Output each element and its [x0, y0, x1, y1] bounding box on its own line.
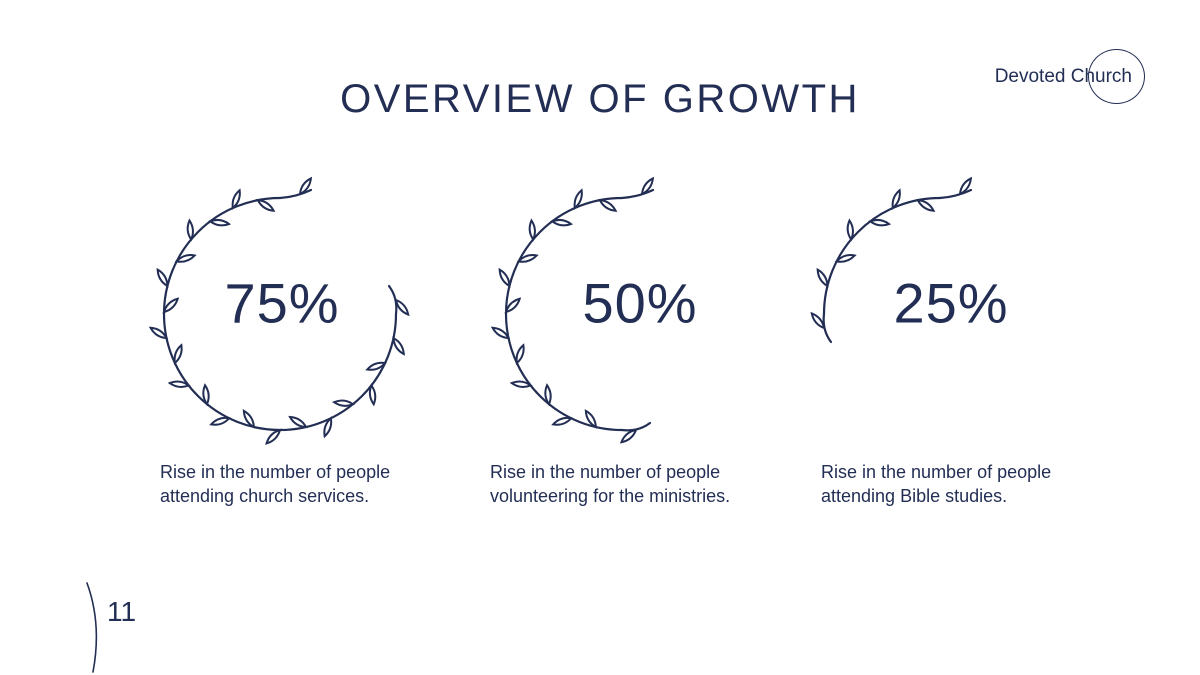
laurel-wreath-graphic	[810, 176, 973, 344]
percent-value: 50%	[582, 271, 698, 335]
stat-caption: Rise in the number of people volunteerin…	[490, 462, 731, 506]
laurel-wreath-graphic	[490, 176, 655, 444]
growth-stat-ministries: 50% Rise in the number of people volunte…	[477, 169, 767, 519]
page-number: 11	[107, 596, 137, 627]
stat-caption: Rise in the number of people attending B…	[821, 462, 1052, 506]
percent-value: 25%	[893, 271, 1009, 335]
percent-value: 75%	[224, 271, 340, 335]
page-number-curve	[86, 582, 98, 673]
stat-caption: Rise in the number of people attending c…	[160, 462, 391, 506]
laurel-wreath-graphic	[148, 176, 410, 445]
growth-stat-church-services: 75% Rise in the number of people attendi…	[135, 169, 425, 519]
growth-stat-bible-studies: 25% Rise in the number of people attendi…	[795, 169, 1085, 519]
slide-title: OVERVIEW OF GROWTH	[340, 77, 860, 121]
logo-circle-icon	[1088, 49, 1145, 104]
logo-text: Devoted Church	[994, 66, 1132, 87]
